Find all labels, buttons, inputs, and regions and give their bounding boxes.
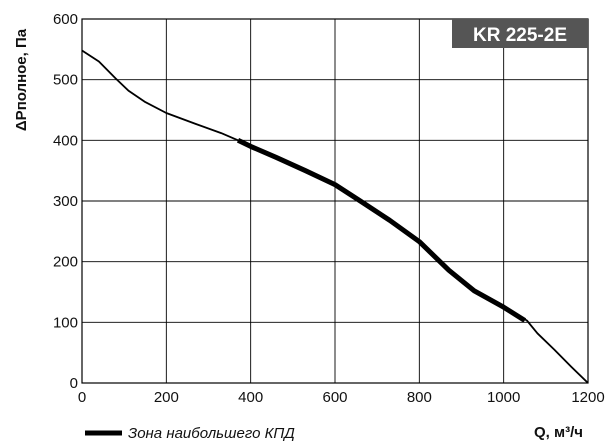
y-tick-label-2: 200 [53,254,78,271]
legend-label: Зона наибольшего КПД [128,425,295,442]
x-axis-label: Q, м³/ч [534,424,583,441]
model-badge: KR 225-2E [452,19,588,48]
x-tick-label-5: 1000 [487,389,520,406]
y-tick-label-6: 600 [53,11,78,28]
series-line-max-efficiency-zone [236,138,527,323]
y-tick-label-0: 0 [70,375,78,392]
x-tick-label-4: 800 [407,389,432,406]
y-tick-label-1: 100 [53,314,78,331]
x-tick-label-2: 400 [238,389,263,406]
x-tick-label-3: 600 [322,389,347,406]
x-tick-labels: 0 200 400 600 800 1000 1200 [78,389,605,406]
x-tick-label-0: 0 [78,389,86,406]
y-tick-label-5: 500 [53,72,78,89]
x-tick-label-1: 200 [154,389,179,406]
x-tick-label-6: 1200 [571,389,604,406]
legend: Зона наибольшего КПД [85,425,295,442]
plot-frame [81,18,589,384]
model-badge-background [452,19,588,48]
series-layer [81,49,589,384]
y-tick-label-4: 400 [53,132,78,149]
chart-title: KR 225-2E [473,25,567,46]
y-tick-labels: 0 100 200 300 400 500 600 [53,11,78,392]
y-axis-label: ΔPполное, Па [13,28,30,131]
y-tick-label-3: 300 [53,193,78,210]
